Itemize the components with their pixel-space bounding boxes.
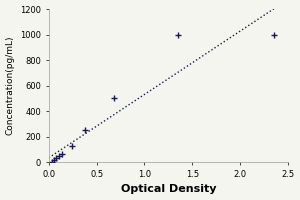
X-axis label: Optical Density: Optical Density xyxy=(121,184,216,194)
Y-axis label: Concentration(pg/mL): Concentration(pg/mL) xyxy=(6,36,15,135)
